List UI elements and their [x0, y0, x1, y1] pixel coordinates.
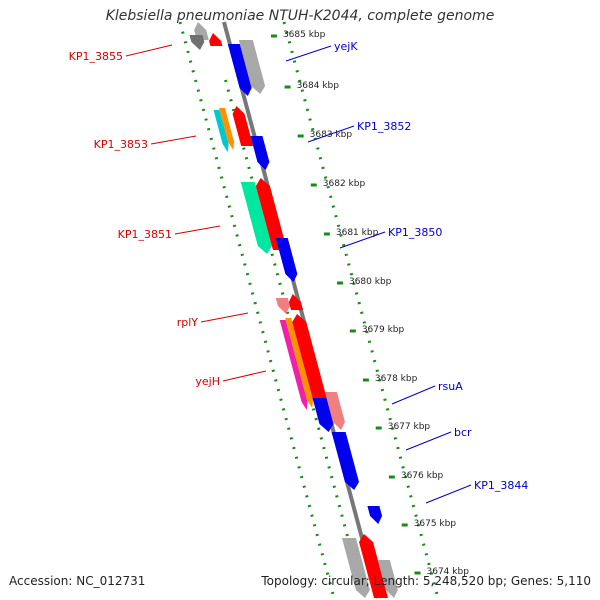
accession-text: Accession: NC_012731 [9, 574, 146, 588]
kbp-label: 3683 kbp [310, 130, 353, 140]
gene-blue [250, 136, 270, 170]
gene-red [288, 294, 303, 310]
leader-line-left [222, 370, 267, 382]
gene-red [292, 314, 329, 404]
topology-text: Topology: circular; Length: 5,248,520 bp… [261, 574, 591, 588]
gene-label-right: KP1_3850 [388, 226, 442, 239]
map-band [178, 22, 452, 598]
kbp-label: 3675 kbp [414, 519, 457, 529]
leader-line-right [405, 431, 452, 451]
leader-line-left [150, 135, 197, 145]
gene-label-right: bcr [454, 426, 472, 439]
gene-orange [218, 108, 235, 150]
gene-label-right: rsuA [438, 380, 463, 393]
kbp-label: 3680 kbp [349, 277, 392, 287]
gene-red [209, 33, 223, 46]
gene-label-left: KP1_3855 [69, 50, 123, 63]
gene-pink [275, 298, 290, 314]
gene-cyan [213, 110, 229, 152]
gene-grey [238, 40, 266, 94]
map-title: Klebsiella pneumoniae NTUH-K2044, comple… [105, 8, 495, 24]
gene-blue [275, 238, 298, 282]
leader-line-left [125, 44, 173, 57]
leader-line-right [425, 484, 472, 504]
leader-line-right [307, 125, 355, 143]
kbp-label: 3677 kbp [388, 422, 431, 432]
gene-label-right: yejK [334, 40, 358, 53]
gene-orange [285, 318, 314, 408]
gene-red [255, 178, 287, 250]
gene-pink [324, 392, 345, 430]
leader-line-left [200, 312, 249, 323]
gene-label-left: yejH [195, 375, 220, 388]
leader-line-right [339, 231, 386, 249]
gene-blue [331, 432, 359, 490]
gene-label-left: KP1_3853 [94, 138, 148, 151]
gene-blue [367, 506, 383, 524]
kbp-label: 3674 kbp [427, 567, 470, 577]
gene-label-left: rplY [177, 316, 199, 329]
kbp-label: 3681 kbp [336, 228, 379, 238]
leader-line-right [391, 385, 436, 405]
gene-red [359, 534, 388, 598]
gene-label-right: KP1_3844 [474, 479, 528, 492]
gene-magenta [279, 320, 308, 410]
kbp-label: 3679 kbp [362, 325, 405, 335]
gene-grey [341, 538, 370, 598]
gene-label-left: KP1_3851 [118, 228, 172, 241]
gene-red [232, 106, 254, 146]
gene-grey [377, 560, 398, 598]
gene-blue [312, 398, 334, 432]
leader-line-right [285, 45, 332, 62]
kbp-label: 3684 kbp [297, 81, 340, 91]
kbp-label: 3676 kbp [401, 471, 444, 481]
kbp-label: 3678 kbp [375, 374, 418, 384]
gene-label-right: KP1_3852 [357, 120, 411, 133]
kbp-label: 3682 kbp [323, 179, 366, 189]
gene-spring [240, 182, 272, 254]
leader-line-left [174, 225, 221, 235]
gene-dark-grey [189, 35, 205, 50]
gene-blue [227, 44, 252, 96]
kbp-label: 3685 kbp [283, 30, 326, 40]
